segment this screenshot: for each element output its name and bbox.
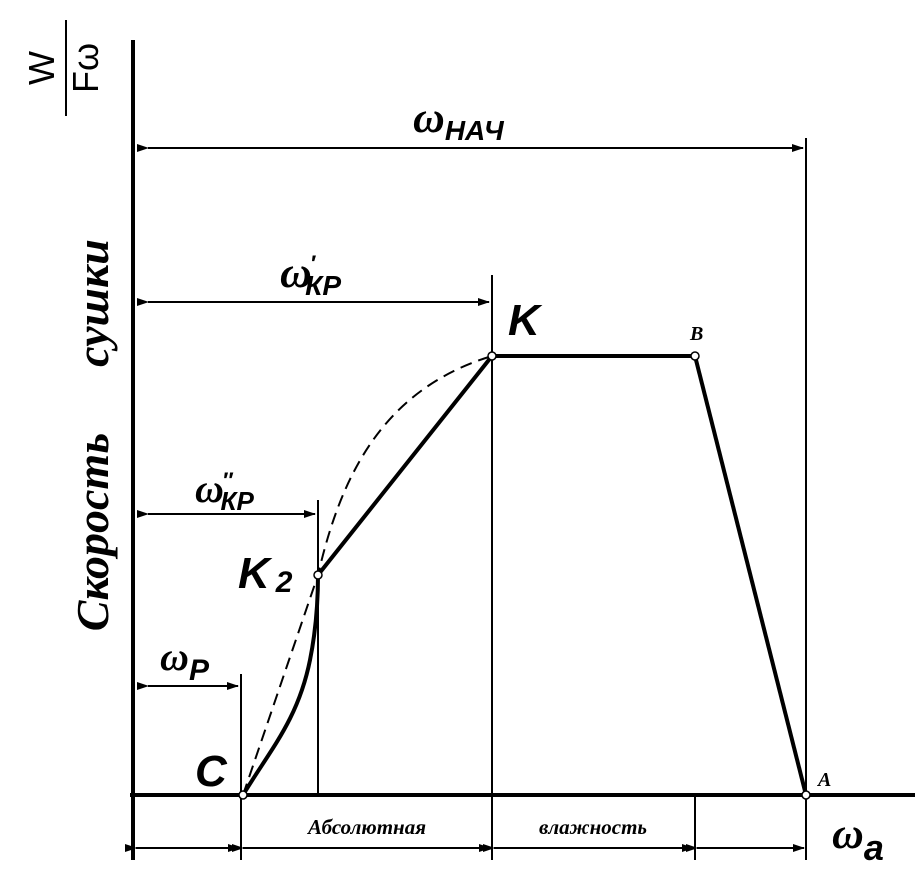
- label-a: A: [816, 769, 831, 791]
- y-axis-label-line1: Скорость: [67, 433, 118, 631]
- label-k2-main: K: [238, 549, 273, 598]
- dashed-curve: [242, 355, 493, 796]
- warmup-segment: [693, 355, 808, 796]
- label-omega-kr-prime-main: ω: [280, 248, 312, 297]
- label-omega-kr-dprime-main: ω: [195, 466, 224, 511]
- label-omega-nach-main: ω: [413, 93, 445, 142]
- y-fraction-num: W: [21, 51, 62, 85]
- point-k: [487, 351, 497, 361]
- point-b: [690, 351, 700, 361]
- label-omega-kr-dprime-sub: КР: [220, 486, 254, 516]
- label-omega-nach-sub: НАЧ: [445, 115, 505, 146]
- label-k: K: [508, 296, 543, 345]
- y-fraction: W Fω: [21, 20, 106, 116]
- point-c: [238, 790, 248, 800]
- label-c: C: [195, 747, 228, 796]
- x-axis-label-main: ω: [832, 809, 864, 858]
- point-k2: [313, 570, 323, 580]
- label-omega-p: ωР: [160, 634, 210, 687]
- label-omega-p-sub: Р: [189, 654, 210, 687]
- label-omega-kr-prime: ω′ КР: [280, 248, 341, 301]
- label-omega-kr-prime-sub: КР: [305, 270, 341, 301]
- solid-curve-falling-rate: [241, 354, 494, 797]
- label-b: B: [689, 323, 703, 345]
- x-axis-label: ωa: [832, 809, 884, 868]
- label-omega-kr-dprime-mark: ″: [222, 468, 234, 493]
- x-axis-label-sub: a: [864, 827, 884, 868]
- label-omega-kr-dprime: ω″ КР: [195, 466, 254, 516]
- label-omega-kr-prime-mark: ′: [310, 251, 317, 276]
- label-k2-sub: 2: [275, 566, 293, 599]
- x-axis-word-2: влажность: [539, 815, 647, 839]
- label-omega-nach: ωНАЧ: [413, 93, 505, 146]
- x-axis-word-1: Абсолютная: [306, 815, 426, 839]
- point-a: [801, 790, 811, 800]
- label-omega-p-main: ω: [160, 634, 189, 679]
- y-axis-label-line2: сушки: [67, 239, 118, 367]
- y-fraction-den: Fω: [65, 43, 106, 93]
